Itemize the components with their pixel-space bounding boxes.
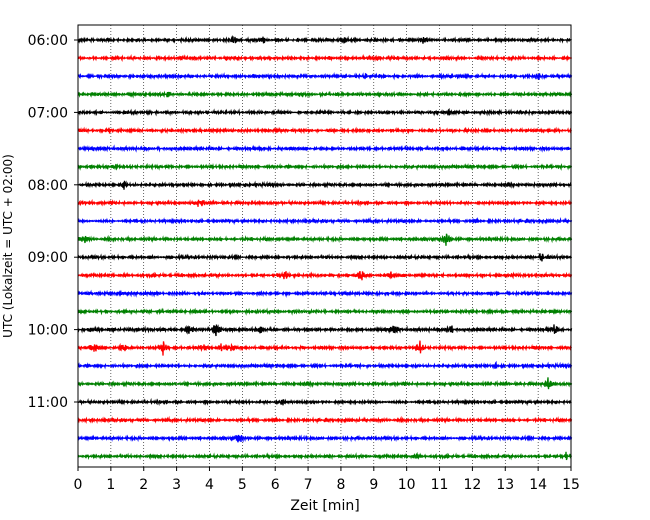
trace-0645 (77, 90, 573, 99)
y-tick-label: 07:00 (28, 105, 68, 121)
trace-0815 (77, 198, 573, 207)
trace-1100 (77, 397, 572, 407)
trace-0715 (77, 126, 573, 135)
trace-0800 (77, 180, 572, 190)
trace-0730 (77, 144, 572, 153)
x-tick-label: 7 (304, 477, 313, 493)
trace-0600 (77, 34, 572, 44)
y-axis-label: UTC (Lokalzeit = UTC + 02:00) (1, 154, 15, 338)
trace-0830 (77, 216, 573, 226)
trace-0900 (77, 252, 573, 262)
x-tick-label: 3 (172, 477, 181, 493)
x-tick-label: 4 (205, 477, 214, 493)
x-tick-label: 11 (431, 477, 449, 493)
y-tick-label: 10:00 (28, 323, 68, 339)
x-tick-label: 15 (562, 477, 580, 493)
trace-1130 (77, 433, 573, 443)
x-tick-label: 8 (336, 477, 345, 493)
plot-frame (77, 24, 572, 468)
trace-0915 (77, 270, 573, 281)
trace-0700 (77, 107, 573, 117)
x-axis: 0 1 2 3 4 5 6 7 8 9 10 11 12 13 14 15 (74, 467, 580, 493)
trace-0615 (77, 53, 573, 63)
x-tick-label: 9 (369, 477, 378, 493)
x-tick-label: 10 (398, 477, 416, 493)
x-tick-label: 12 (463, 477, 481, 493)
y-tick-label: 08:00 (28, 178, 68, 194)
trace-0930 (77, 289, 573, 298)
trace-0630 (77, 72, 573, 81)
x-tick-label: 6 (271, 477, 280, 493)
x-axis-label: Zeit [min] (290, 498, 359, 514)
x-tick-label: 1 (106, 477, 115, 493)
y-axis: 06:00 07:00 08:00 09:00 10:00 11:00 (28, 33, 78, 411)
trace-1115 (77, 415, 573, 425)
traces (77, 34, 573, 461)
trace-0745 (77, 162, 573, 171)
x-tick-label: 14 (529, 477, 547, 493)
y-tick-label: 11:00 (28, 395, 68, 411)
trace-1145 (77, 451, 573, 461)
x-tick-label: 0 (74, 477, 83, 493)
x-tick-label: 5 (238, 477, 247, 493)
trace-0945 (77, 307, 573, 316)
y-tick-label: 06:00 (28, 33, 68, 49)
trace-1000 (77, 324, 573, 337)
trace-0845 (77, 233, 573, 246)
x-tick-label: 13 (496, 477, 514, 493)
x-tick-label: 2 (139, 477, 148, 493)
trace-1015 (77, 340, 573, 356)
trace-1030 (77, 360, 573, 371)
y-tick-label: 09:00 (28, 250, 68, 266)
trace-1045 (77, 377, 573, 390)
